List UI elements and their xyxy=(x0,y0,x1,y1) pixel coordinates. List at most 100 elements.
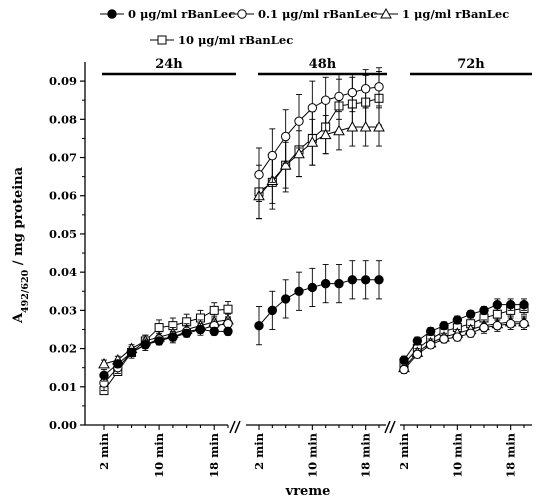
data-point xyxy=(268,151,276,159)
data-point xyxy=(169,333,177,341)
data-point xyxy=(440,321,448,329)
data-point xyxy=(480,323,488,331)
x-tick-label: 2 min xyxy=(397,432,411,470)
y-tick-label: 0.08 xyxy=(49,112,77,126)
data-point xyxy=(466,329,474,337)
series-line xyxy=(104,329,228,375)
data-point xyxy=(520,300,528,308)
data-point xyxy=(493,300,501,308)
period-headers: 24h 48h 72h xyxy=(102,57,532,74)
data-point xyxy=(224,320,232,328)
data-point xyxy=(493,321,501,329)
series-line xyxy=(104,324,228,383)
data-point xyxy=(453,316,461,324)
y-axis-title: A492/620 / mg proteina xyxy=(11,166,31,324)
data-point xyxy=(155,324,163,332)
legend-marker xyxy=(238,10,246,18)
x-tick-label: 18 min xyxy=(207,432,221,478)
data-point xyxy=(480,306,488,314)
data-point xyxy=(210,306,218,314)
x-tick-label: 10 min xyxy=(305,432,319,478)
data-point xyxy=(348,276,356,284)
data-point xyxy=(335,92,343,100)
axis-break-mark xyxy=(390,421,395,433)
data-point xyxy=(295,287,303,295)
data-point xyxy=(224,327,232,335)
series-1-3 xyxy=(255,72,383,219)
series-line xyxy=(404,305,524,360)
y-tick-label: 0.03 xyxy=(49,303,77,317)
x-tick-label: 2 min xyxy=(252,432,266,470)
data-point xyxy=(466,310,474,318)
y-tick-label: 0.09 xyxy=(49,74,77,88)
series-line xyxy=(259,98,379,192)
y-tick-label: 0.02 xyxy=(49,342,77,356)
series-line xyxy=(259,127,379,196)
plot-area xyxy=(99,68,529,395)
data-point xyxy=(281,295,289,303)
chart-axes: 0.00 0.01 0.02 0.03 0.04 0.05 0.06 0.07 0.08 0.09… xyxy=(49,62,532,478)
series-line xyxy=(104,309,228,390)
legend-entry: 0.1 μg/ml rBanLec xyxy=(230,7,377,21)
data-point xyxy=(295,117,303,125)
period-label: 48h xyxy=(309,57,337,72)
data-point xyxy=(141,341,149,349)
data-point xyxy=(506,320,514,328)
x-tick-label: 18 min xyxy=(359,432,373,478)
data-point xyxy=(268,306,276,314)
x-tick-label: 10 min xyxy=(450,432,464,478)
data-point xyxy=(114,360,122,368)
series-1-2 xyxy=(254,108,384,219)
series-1-0 xyxy=(255,261,383,345)
data-point xyxy=(255,171,263,179)
data-point xyxy=(308,104,316,112)
data-point xyxy=(426,341,434,349)
y-tick-label: 0.04 xyxy=(49,265,77,279)
legend-label: 0 μg/ml rBanLec xyxy=(128,7,235,21)
period-label: 24h xyxy=(155,57,183,72)
period-label: 72h xyxy=(457,57,485,72)
data-point xyxy=(321,96,329,104)
y-tick-label: 0.00 xyxy=(49,418,77,432)
series-line xyxy=(259,280,379,326)
legend-label: 0.1 μg/ml rBanLec xyxy=(258,7,377,21)
y-tick-label: 0.06 xyxy=(49,189,77,203)
x-tick-label: 18 min xyxy=(504,432,518,478)
data-point xyxy=(426,327,434,335)
legend-marker xyxy=(108,10,116,18)
data-point xyxy=(361,276,369,284)
data-point xyxy=(348,88,356,96)
data-point xyxy=(375,276,383,284)
x-tick-label: 10 min xyxy=(152,432,166,478)
data-point xyxy=(335,279,343,287)
data-point xyxy=(182,329,190,337)
data-point xyxy=(375,83,383,91)
data-point xyxy=(413,337,421,345)
data-point xyxy=(440,335,448,343)
data-point xyxy=(453,333,461,341)
legend-label: 10 μg/ml rBanLec xyxy=(178,33,293,47)
axis-break-mark xyxy=(235,421,240,433)
legend-marker xyxy=(158,36,166,44)
data-point xyxy=(361,85,369,93)
legend-entry: 10 μg/ml rBanLec xyxy=(150,33,293,47)
x-tick-label: 2 min xyxy=(97,432,111,470)
data-point xyxy=(127,348,135,356)
x-axis-title: vreme xyxy=(285,484,331,499)
chart-legend: 0 μg/ml rBanLec 0.1 μg/ml rBanLec 1 μg/ml … xyxy=(100,7,509,47)
data-point xyxy=(520,320,528,328)
data-point xyxy=(400,356,408,364)
data-point xyxy=(100,371,108,379)
data-point xyxy=(493,310,501,318)
legend-label: 1 μg/ml rBanLec xyxy=(402,7,509,21)
data-point xyxy=(400,365,408,373)
y-tick-label: 0.01 xyxy=(49,380,77,394)
data-point xyxy=(413,350,421,358)
y-tick-label: 0.05 xyxy=(49,227,77,241)
y-tick-label: 0.07 xyxy=(49,151,77,165)
series-0-3 xyxy=(100,302,232,395)
data-point xyxy=(210,327,218,335)
data-point xyxy=(196,325,204,333)
legend-entry: 1 μg/ml rBanLec xyxy=(374,7,509,21)
